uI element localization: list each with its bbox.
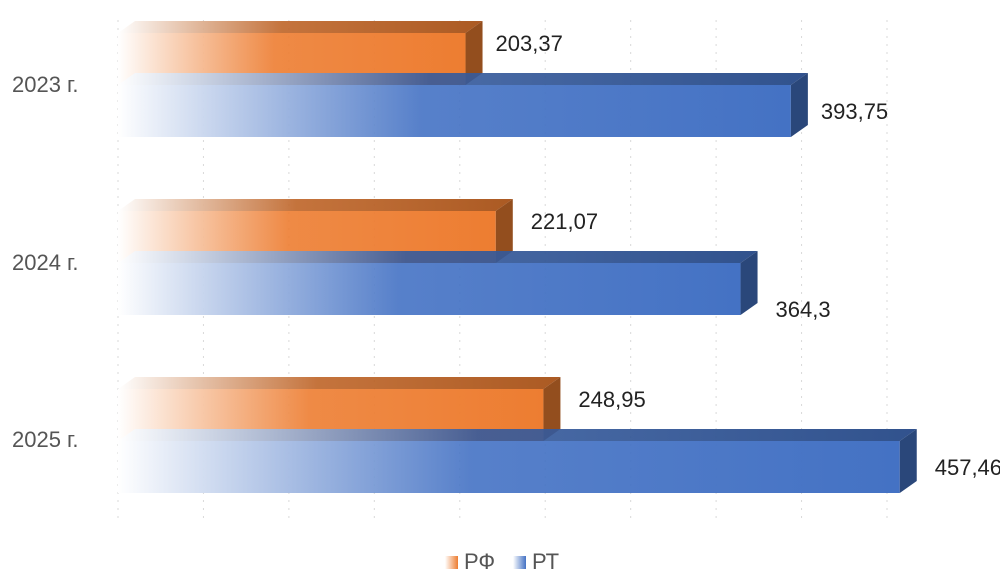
category-label: 2024 г. [12,250,79,275]
bars [118,21,917,493]
category-label: 2023 г. [12,72,79,97]
legend-swatch [445,556,458,569]
legend: РФ РТ [445,549,559,574]
data-label: 203,37 [496,31,563,56]
category-label: 2025 г. [12,427,79,452]
legend-label: РФ [464,549,495,574]
data-label: 457,46 [935,455,1000,480]
data-label: 248,95 [578,387,645,412]
labels: 2023 г. 2024 г. 2025 г. 203,37 393,75 221,07 3… [12,31,1000,480]
bar-rt-1 [118,251,758,315]
data-label: 393,75 [821,99,888,124]
data-label: 221,07 [531,209,598,234]
bar-rt-0 [118,73,808,137]
legend-swatch [513,556,526,569]
bar-rt-2 [118,429,917,493]
data-label: 364,3 [776,297,831,322]
legend-label: РТ [532,549,559,574]
